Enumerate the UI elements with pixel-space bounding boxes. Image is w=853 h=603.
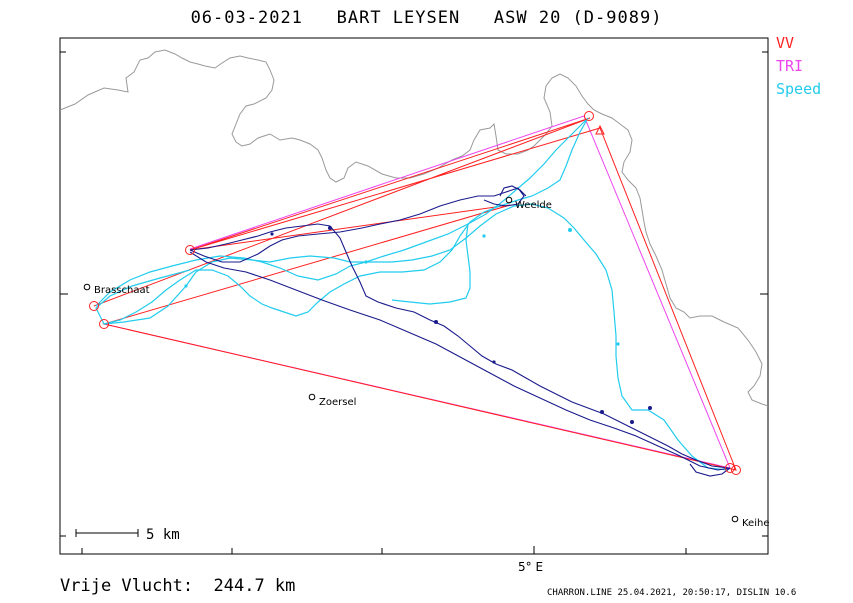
turnpoint-circle <box>99 319 109 329</box>
map-frame <box>59 37 769 555</box>
place-weelde: Weelde <box>515 200 552 211</box>
legend-speed: Speed <box>776 80 822 98</box>
place-brasschaat: Brasschaat <box>94 285 150 296</box>
vv-route <box>93 117 737 471</box>
turnpoints <box>89 111 741 475</box>
turnpoint-circle <box>89 301 99 311</box>
country-border <box>59 49 769 407</box>
speed-track <box>95 117 729 471</box>
program-credit: CHARRON.LINE 25.04.2021, 20:50:17, DISLI… <box>547 588 797 598</box>
speed-markers <box>184 228 620 346</box>
town-markers <box>83 196 739 523</box>
gps-track <box>189 185 731 477</box>
place-zoersel: Zoersel <box>319 397 356 408</box>
tri-route <box>103 115 731 469</box>
distance-label: Vrije Vlucht: 244.7 km <box>60 576 296 596</box>
axis-ticks <box>60 51 768 554</box>
turnpoint-circle <box>725 463 735 473</box>
legend-vv: VV <box>776 34 795 52</box>
scale-bar <box>75 529 139 537</box>
turnpoint-circle <box>731 465 741 475</box>
chart-title: 06-03-2021 BART LEYSEN ASW 20 (D-9089) <box>190 8 663 28</box>
track-markers <box>270 226 652 424</box>
scale-label: 5 km <box>146 527 180 543</box>
turnpoint-circle <box>584 111 594 121</box>
legend-tri: TRI <box>776 57 804 75</box>
turnpoint-circle <box>185 245 195 255</box>
place-keihe: Keihe <box>742 518 769 529</box>
start-triangle-icon <box>595 124 605 135</box>
axis-label-longitude: 5° E <box>518 560 543 574</box>
